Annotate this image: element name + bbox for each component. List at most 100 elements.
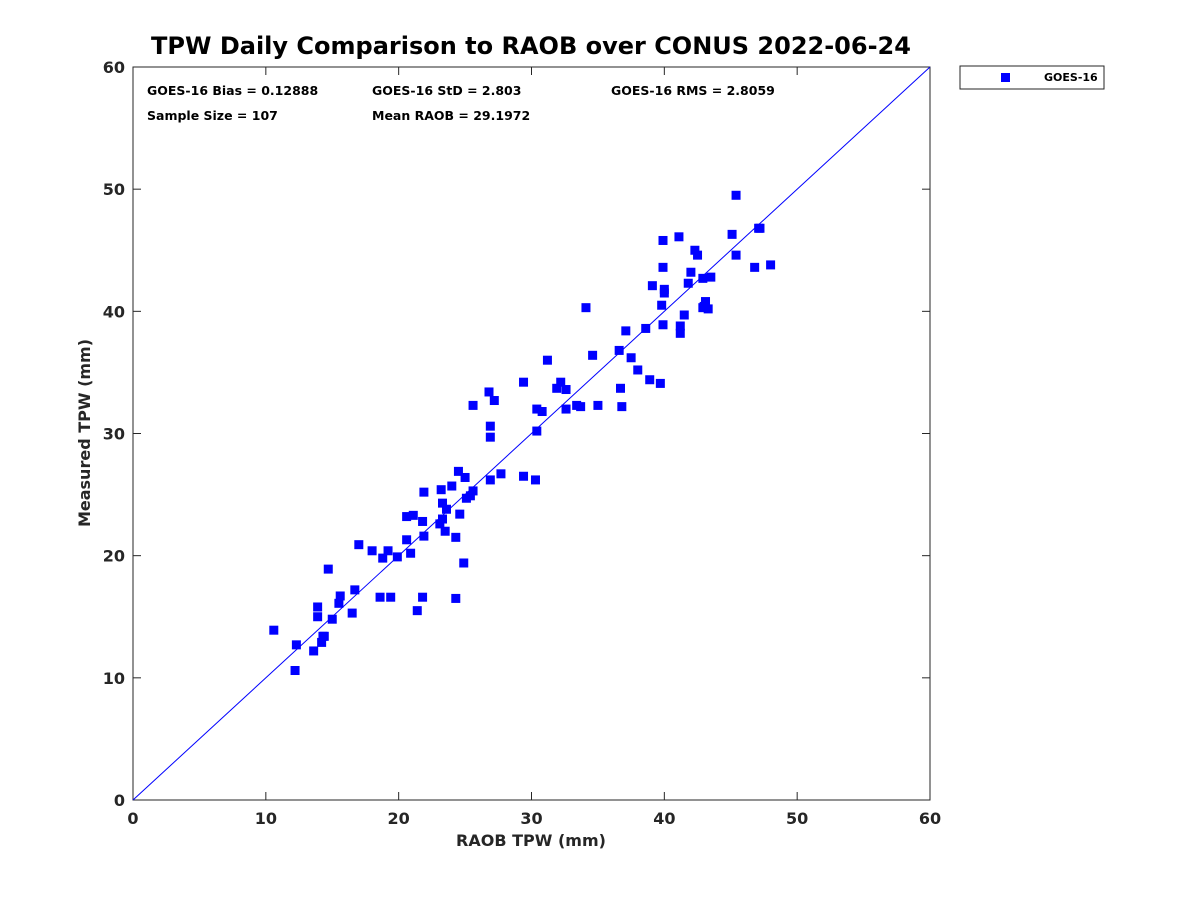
data-point xyxy=(383,546,393,556)
chart-title: TPW Daily Comparison to RAOB over CONUS … xyxy=(151,32,911,60)
data-point xyxy=(485,432,495,442)
data-point xyxy=(290,666,300,676)
data-point xyxy=(581,303,591,313)
data-point xyxy=(693,250,703,260)
data-point xyxy=(750,262,760,272)
data-point xyxy=(441,504,451,514)
x-tick-label: 60 xyxy=(919,809,941,828)
stat-mean-raob: Mean RAOB = 29.1972 xyxy=(372,108,530,123)
data-point xyxy=(489,396,499,406)
data-point xyxy=(485,421,495,431)
data-point xyxy=(655,378,665,388)
data-point xyxy=(313,602,323,612)
stat-rms: GOES-16 RMS = 2.8059 xyxy=(611,83,775,98)
data-point xyxy=(468,486,478,496)
data-point xyxy=(496,469,506,479)
data-point xyxy=(731,190,741,200)
data-point xyxy=(561,404,571,414)
data-point xyxy=(367,546,377,556)
data-point xyxy=(418,516,428,526)
x-tick-label: 10 xyxy=(255,809,277,828)
data-point xyxy=(647,281,657,291)
data-point xyxy=(552,383,562,393)
data-point xyxy=(701,297,711,307)
stat-std: GOES-16 StD = 2.803 xyxy=(372,83,521,98)
legend-label-goes16: GOES-16 xyxy=(1044,71,1098,84)
x-tick-label: 30 xyxy=(520,809,542,828)
data-point xyxy=(350,585,360,595)
data-point xyxy=(438,514,448,524)
x-tick-label: 40 xyxy=(653,809,675,828)
stat-sample-size: Sample Size = 107 xyxy=(147,108,278,123)
data-point xyxy=(447,481,457,491)
data-point xyxy=(679,310,689,320)
data-point xyxy=(532,426,542,436)
data-point xyxy=(658,235,668,245)
data-point xyxy=(402,535,412,545)
data-point xyxy=(451,532,461,542)
data-point xyxy=(440,526,450,536)
y-axis-label: Measured TPW (mm) xyxy=(75,339,94,527)
data-point xyxy=(698,273,708,283)
data-point xyxy=(386,592,396,602)
y-tick-label: 20 xyxy=(103,547,125,566)
data-point xyxy=(435,519,445,529)
data-point xyxy=(453,466,463,476)
legend: GOES-16 xyxy=(959,65,1105,90)
data-point xyxy=(378,553,388,563)
data-point xyxy=(323,564,333,574)
data-point xyxy=(675,328,685,338)
y-axis-ticks: 0 10 20 30 40 50 60 xyxy=(103,58,930,810)
data-point xyxy=(484,387,494,397)
y-tick-label: 10 xyxy=(103,669,125,688)
y-tick-label: 30 xyxy=(103,425,125,444)
data-point xyxy=(542,355,552,365)
data-point xyxy=(659,284,669,294)
one-to-one-reference-line xyxy=(132,66,931,801)
data-point xyxy=(683,278,693,288)
x-tick-label: 50 xyxy=(786,809,808,828)
data-point xyxy=(402,512,412,522)
x-tick-label: 20 xyxy=(388,809,410,828)
data-point xyxy=(706,272,716,282)
data-point xyxy=(686,267,696,277)
data-point xyxy=(375,592,385,602)
data-point xyxy=(412,606,422,616)
data-point xyxy=(455,509,465,519)
y-tick-label: 50 xyxy=(103,180,125,199)
data-point xyxy=(408,510,418,520)
data-point xyxy=(465,491,475,501)
data-point xyxy=(561,385,571,395)
data-point xyxy=(334,598,344,608)
data-point xyxy=(468,400,478,410)
data-point xyxy=(419,487,429,497)
data-point xyxy=(617,402,627,412)
data-point xyxy=(731,250,741,260)
y-tick-label: 40 xyxy=(103,302,125,321)
data-point xyxy=(419,531,429,541)
data-point xyxy=(436,485,446,495)
data-point xyxy=(537,407,547,417)
legend-marker-goes16 xyxy=(1001,73,1010,82)
data-point xyxy=(438,498,448,508)
stat-bias: GOES-16 Bias = 0.12888 xyxy=(147,83,318,98)
data-point xyxy=(532,404,542,414)
data-point xyxy=(519,471,529,481)
data-point xyxy=(615,383,625,393)
data-point xyxy=(485,475,495,485)
data-point xyxy=(530,475,540,485)
data-point xyxy=(690,245,700,255)
data-point xyxy=(645,375,655,385)
data-point xyxy=(354,540,364,550)
data-point xyxy=(327,614,337,624)
y-tick-label: 60 xyxy=(103,58,125,77)
data-point xyxy=(675,321,685,331)
data-point xyxy=(519,377,529,387)
data-point xyxy=(392,552,402,562)
data-point xyxy=(451,593,461,603)
data-point xyxy=(319,631,329,641)
data-point xyxy=(614,345,624,355)
data-point xyxy=(593,400,603,410)
data-point xyxy=(641,323,651,333)
